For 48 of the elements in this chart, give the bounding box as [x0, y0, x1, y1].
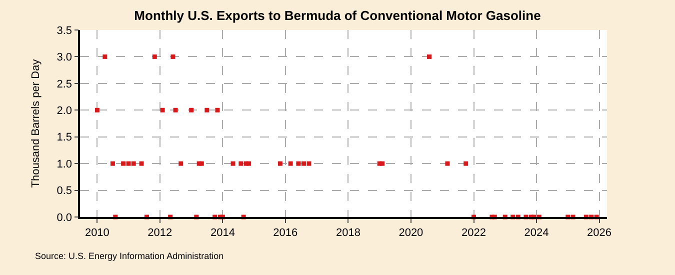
- x-tick-label: 2016: [273, 226, 298, 239]
- point: [278, 161, 282, 166]
- point: [94, 108, 100, 112]
- point: [296, 161, 301, 166]
- point: [170, 54, 176, 59]
- y-tick-label: 2.0: [56, 104, 72, 117]
- point: [152, 54, 157, 59]
- x-tick-label: 2018: [336, 226, 360, 239]
- point: [288, 161, 293, 166]
- x-tick-label: 2026: [587, 226, 612, 239]
- chart-title: Monthly U.S. Exports to Bermuda of Conventional Motor Gasoline: [134, 8, 541, 24]
- x-tick-label: 2010: [84, 226, 110, 239]
- point: [301, 161, 306, 166]
- point: [189, 108, 194, 112]
- point: [445, 161, 450, 166]
- y-tick-label: 1.5: [56, 132, 72, 144]
- y-tick-label: 3.0: [56, 52, 72, 64]
- point: [102, 54, 108, 59]
- point: [246, 161, 252, 166]
- point: [380, 161, 384, 166]
- point: [199, 161, 204, 166]
- point: [160, 108, 165, 112]
- y-tick-label: 0.5: [56, 185, 72, 198]
- point: [426, 54, 432, 59]
- point: [126, 161, 131, 166]
- y-tick-label: 3.5: [56, 24, 72, 37]
- point: [215, 108, 220, 112]
- y-tick-label: 0.0: [56, 212, 72, 224]
- y-tick-label: 2.5: [56, 78, 72, 90]
- point: [110, 161, 115, 166]
- source-note: Source: U.S. Energy Information Administration: [35, 251, 224, 261]
- point: [139, 161, 144, 166]
- x-tick-label: 2012: [148, 226, 172, 239]
- x-tick-label: 2024: [524, 226, 549, 239]
- point: [178, 161, 184, 166]
- point: [131, 161, 136, 166]
- point: [173, 108, 178, 112]
- point: [230, 161, 236, 166]
- point: [204, 108, 210, 112]
- point: [464, 161, 468, 166]
- point: [238, 161, 244, 166]
- point: [121, 161, 126, 166]
- point: [306, 161, 312, 166]
- y-tick-label: 1.0: [56, 158, 72, 170]
- x-tick-label: 2014: [210, 226, 235, 239]
- y-axis-title: Thousand Barrels per Day: [30, 58, 42, 188]
- x-tick-label: 2020: [398, 226, 424, 239]
- x-tick-label: 2022: [462, 226, 486, 239]
